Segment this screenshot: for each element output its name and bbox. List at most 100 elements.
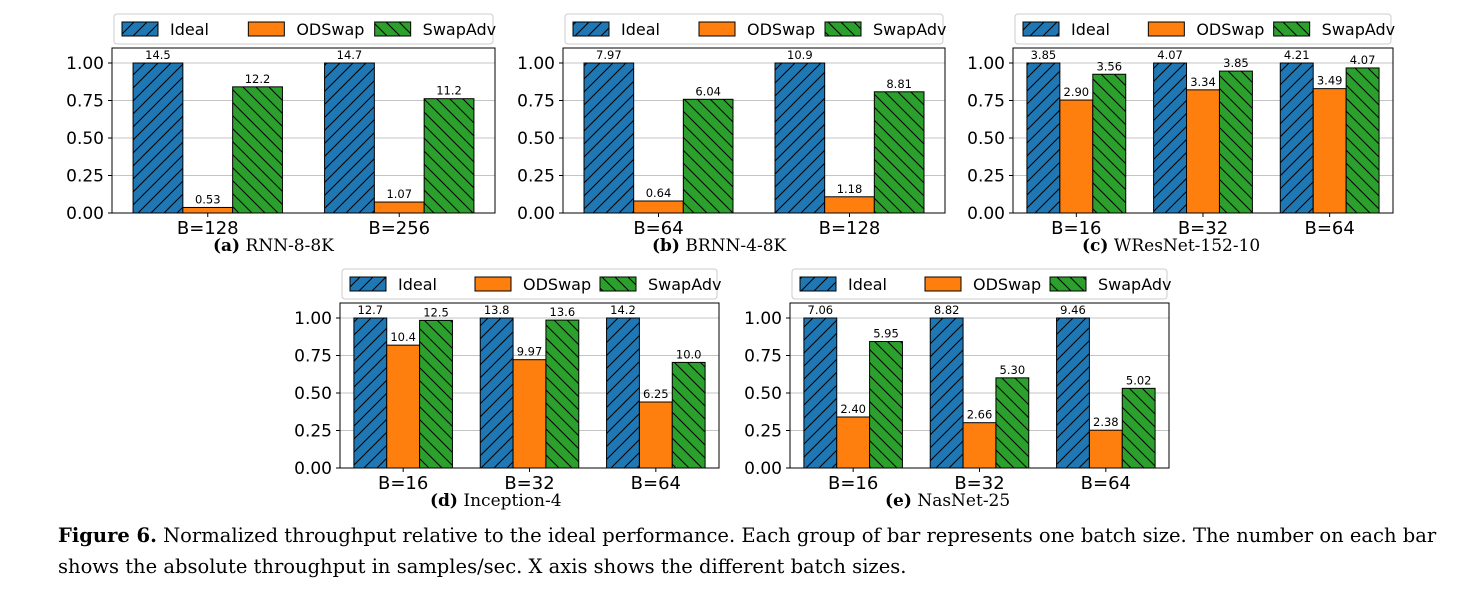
bar-odswap-b16: [1059, 99, 1094, 214]
legend-swatch-odswap: [924, 276, 962, 292]
bar-odswap-b16: [836, 416, 871, 469]
bar-ideal-b64: [1056, 317, 1090, 469]
bar-value-label: 6.04: [695, 84, 721, 98]
axes-frame: [339, 302, 720, 469]
legend-swatch-ideal: [1022, 21, 1060, 37]
x-tick-label: B=32: [954, 473, 1004, 494]
bar-value-label: 2.66: [967, 408, 993, 422]
bar-value-label: 13.6: [550, 305, 576, 319]
subcaption-c: (c) WResNet-152-10: [1082, 236, 1261, 256]
bar-ideal-b16: [1026, 62, 1061, 214]
bar-value-label: 3.85: [1223, 56, 1249, 70]
y-tick-label: 0.25: [66, 167, 104, 187]
bar-odswap-b32: [512, 359, 547, 469]
legend-label-ideal: Ideal: [621, 20, 660, 39]
bar-value-label: 3.85: [1031, 48, 1057, 62]
bar-value-label: 4.21: [1284, 48, 1310, 62]
bar-value-label: 5.02: [1126, 373, 1152, 387]
axes-frame: [562, 47, 946, 214]
legend-label-ideal: Ideal: [848, 275, 887, 294]
bar-ideal-b64: [583, 62, 635, 214]
bar-swapadv-b128: [232, 86, 283, 214]
bar-value-label: 1.07: [386, 187, 412, 201]
bar-odswap-b64: [1312, 88, 1347, 214]
bar-swapadv-b16: [869, 341, 903, 469]
legend-swatch-swapadv: [1273, 21, 1311, 37]
bar-value-label: 0.64: [646, 186, 672, 200]
y-tick-label: 1.00: [294, 309, 332, 329]
bar-swapadv-b128: [873, 91, 925, 214]
bar-swapadv-b16: [1092, 73, 1127, 214]
bar-swapadv-b64: [682, 98, 734, 214]
x-tick-label: B=64: [631, 473, 681, 494]
x-tick-label: B=64: [1304, 218, 1354, 239]
bar-value-label: 3.34: [1190, 75, 1216, 89]
y-tick-label: 0.50: [66, 129, 104, 149]
bar-value-label: 10.0: [676, 347, 702, 361]
legend: Ideal ODSwap SwapAdv: [113, 13, 496, 45]
y-tick-label: 0.75: [744, 347, 782, 367]
y-tick-label: 0.75: [66, 92, 104, 112]
bar-value-label: 7.97: [596, 48, 622, 62]
legend-label-ideal: Ideal: [398, 275, 437, 294]
bar-odswap-b16: [386, 344, 421, 469]
y-tick-label: 0.75: [517, 92, 555, 112]
bar-value-label: 14.7: [337, 48, 363, 62]
legend-swatch-ideal: [572, 21, 610, 37]
legend-swatch-ideal: [349, 276, 387, 292]
x-tick-label: B=16: [828, 473, 878, 494]
y-tick-label: 0.50: [967, 129, 1005, 149]
bar-ideal-b32: [929, 317, 964, 469]
bar-ideal-b16: [803, 317, 838, 469]
y-tick-label: 0.50: [294, 384, 332, 404]
bar-ideal-b256: [324, 62, 375, 214]
bar-odswap-b64: [1088, 429, 1123, 469]
bar-ideal-b128: [774, 62, 826, 214]
legend-label-swapadv: SwapAdv: [873, 20, 947, 39]
caption-text: Normalized throughput relative to the id…: [58, 524, 1437, 578]
x-tick-label: B=16: [378, 473, 428, 494]
y-tick-label: 0.50: [744, 384, 782, 404]
bar-ideal-b32: [1153, 62, 1188, 214]
subcaption-b: (b) BRNN-4-8K: [652, 236, 787, 256]
legend-swatch-swapadv: [599, 276, 637, 292]
bar-ideal-b64: [1279, 62, 1314, 214]
bar-value-label: 4.07: [1157, 48, 1183, 62]
legend-label-odswap: ODSwap: [1196, 20, 1264, 39]
legend-label-ideal: Ideal: [170, 20, 209, 39]
legend-label-swapadv: SwapAdv: [1098, 275, 1172, 294]
bar-swapadv-b16: [419, 319, 453, 469]
bar-value-label: 3.49: [1317, 74, 1343, 88]
axes-frame: [789, 302, 1170, 469]
bar-value-label: 9.46: [1060, 303, 1086, 317]
bar-value-label: 6.25: [643, 387, 669, 401]
bar-value-label: 12.7: [358, 303, 384, 317]
y-tick-label: 0.25: [744, 422, 782, 442]
bar-swapadv-b32: [1218, 70, 1253, 214]
y-tick-label: 0.50: [517, 129, 555, 149]
legend-label-swapadv: SwapAdv: [1322, 20, 1396, 39]
y-tick-label: 0.00: [517, 204, 555, 224]
bar-value-label: 4.07: [1350, 53, 1376, 67]
legend-swatch-ideal: [121, 21, 159, 37]
x-tick-label: B=64: [1081, 473, 1131, 494]
bar-odswap-b32: [962, 422, 997, 469]
bar-value-label: 11.2: [436, 84, 462, 98]
legend-swatch-swapadv: [824, 21, 862, 37]
legend: Ideal ODSwap SwapAdv: [1014, 13, 1396, 45]
y-tick-label: 1.00: [744, 309, 782, 329]
bar-value-label: 0.53: [195, 192, 221, 206]
y-tick-label: 0.75: [967, 92, 1005, 112]
x-tick-label: B=128: [819, 218, 881, 239]
bar-swapadv-b32: [995, 377, 1030, 469]
subcaption-a: (a) RNN-8-8K: [213, 236, 334, 256]
subcaption-e: (e) NasNet-25: [885, 491, 1011, 511]
bar-value-label: 2.40: [840, 402, 866, 416]
axes-frame: [111, 47, 496, 214]
legend: Ideal ODSwap SwapAdv: [341, 268, 722, 300]
